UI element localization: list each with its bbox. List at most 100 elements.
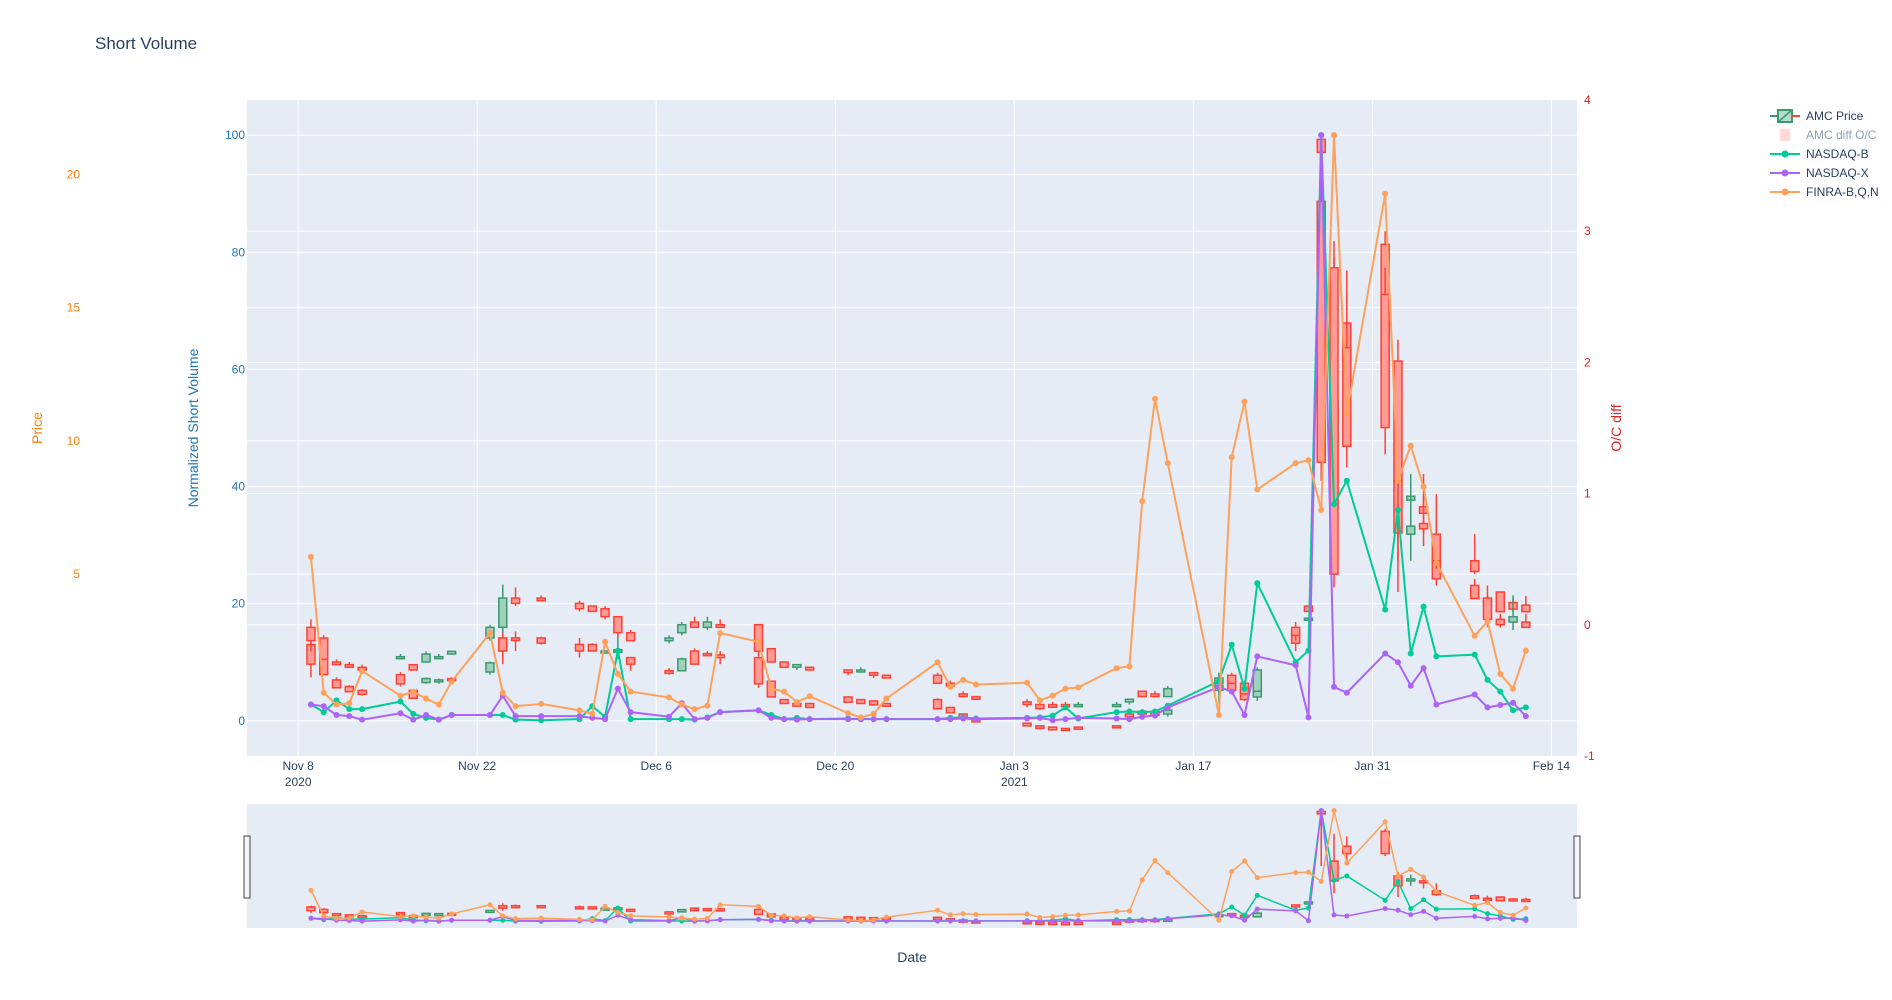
series-point-2	[333, 701, 340, 708]
slider-diff-candle-body	[1252, 912, 1263, 918]
series-point-1	[1152, 917, 1158, 923]
series-point-2	[1382, 190, 1389, 197]
series-point-1	[1126, 716, 1133, 723]
legend-item-nasdaq-b[interactable]: NASDAQ-B	[1770, 144, 1879, 163]
series-point-1	[1305, 918, 1311, 924]
series-point-1	[1139, 918, 1145, 924]
legend-label: AMC diff O/C	[1806, 127, 1877, 142]
series-point-2	[538, 700, 545, 707]
series-point-0	[1484, 911, 1490, 917]
diff-candle-body	[331, 679, 342, 689]
legend-item-nasdaq-x[interactable]: NASDAQ-X	[1770, 163, 1879, 182]
series-point-1	[410, 918, 416, 924]
diff-candle-body	[536, 637, 546, 644]
series-point-1	[768, 714, 775, 721]
series-point-1	[628, 917, 634, 923]
price-candle-body	[677, 623, 687, 634]
series-line-2	[310, 810, 1527, 922]
series-point-0	[1049, 712, 1056, 719]
x-tick-label: Nov 22	[458, 759, 496, 773]
rangeslider-area[interactable]	[247, 804, 1577, 928]
series-point-0	[1484, 676, 1491, 683]
series-point-1	[1395, 907, 1401, 913]
series-point-1	[935, 918, 941, 924]
price-candle-body	[625, 631, 636, 642]
volume-axis-title: Normalized Short Volume	[185, 348, 201, 507]
series-point-2	[486, 630, 493, 636]
series-point-1	[870, 716, 877, 723]
price-candle-body	[574, 602, 585, 610]
series-point-2	[1331, 808, 1337, 814]
series-point-2	[1292, 460, 1299, 467]
rangeslider-handle-right[interactable]	[1573, 835, 1581, 899]
price-candle-body	[856, 669, 866, 673]
series-point-2	[307, 553, 314, 560]
series-point-1	[1229, 913, 1235, 919]
series-point-2	[589, 710, 596, 717]
legend-label: NASDAQ-B	[1806, 146, 1869, 161]
series-point-2	[359, 909, 365, 915]
price-tick-label: 5	[73, 567, 80, 581]
diff-candle-body	[625, 656, 636, 665]
series-point-2	[397, 692, 404, 699]
legend-item-amc-price[interactable]: AMC Price	[1770, 106, 1879, 125]
series-point-0	[615, 905, 621, 911]
series-point-0	[1382, 606, 1389, 613]
series-point-2	[449, 911, 455, 917]
series-point-1	[602, 918, 608, 924]
price-candle-body	[344, 663, 355, 669]
series-point-1	[487, 917, 493, 923]
series-point-2	[883, 914, 889, 920]
series-point-1	[576, 713, 583, 720]
series-point-1	[1241, 712, 1248, 718]
series-point-2	[1433, 888, 1439, 894]
series-point-0	[410, 710, 417, 717]
diff-candle-body	[804, 702, 815, 709]
series-point-1	[1024, 715, 1031, 722]
series-point-2	[935, 907, 941, 913]
diff-candle-body	[1469, 584, 1480, 600]
series-point-0	[1062, 704, 1069, 711]
slider-diff-candle-body	[625, 908, 636, 913]
series-point-2	[513, 916, 519, 922]
diff-candle-body	[868, 700, 879, 706]
series-point-2	[1075, 684, 1082, 691]
series-point-2	[1049, 692, 1056, 699]
series-point-1	[333, 712, 340, 718]
price-candle-body	[1047, 703, 1058, 709]
series-point-1	[1523, 917, 1529, 923]
legend: AMC Price AMC diff O/C NASDAQ-B NASDAQ-X…	[1770, 106, 1879, 201]
price-candle-body	[1495, 618, 1506, 626]
series-point-2	[972, 681, 979, 688]
series-point-0	[538, 717, 545, 724]
price-candle-body	[766, 647, 777, 663]
price-candle-body	[932, 674, 943, 685]
series-point-1	[1036, 714, 1043, 721]
slider-diff-candle-body	[536, 904, 546, 909]
series-point-2	[845, 710, 852, 717]
legend-item-amc-diff[interactable]: AMC diff O/C	[1770, 125, 1879, 144]
series-point-1	[691, 716, 698, 723]
series-point-0	[1382, 897, 1388, 903]
price-candle-body	[1111, 703, 1122, 708]
series-point-1	[448, 712, 455, 718]
series-point-1	[666, 918, 672, 924]
series-point-1	[320, 703, 327, 710]
series-point-2	[717, 902, 723, 908]
diff-candle-body	[485, 662, 495, 673]
series-point-1	[1075, 918, 1081, 924]
rangeslider-handle-left[interactable]	[243, 835, 251, 899]
price-tick-label: 10	[67, 434, 81, 448]
series-point-2	[589, 917, 595, 923]
diff-candle-body	[856, 698, 866, 705]
slider-diff-candle-body	[702, 907, 713, 912]
series-point-1	[1292, 662, 1299, 669]
series-point-1	[883, 918, 889, 924]
legend-item-finra[interactable]: FINRA-B,Q,N	[1770, 182, 1879, 201]
series-point-2	[1254, 486, 1261, 493]
series-point-2	[793, 699, 800, 706]
series-point-2	[500, 913, 506, 919]
diff-candle-body	[357, 689, 367, 696]
series-point-1	[1318, 132, 1325, 139]
